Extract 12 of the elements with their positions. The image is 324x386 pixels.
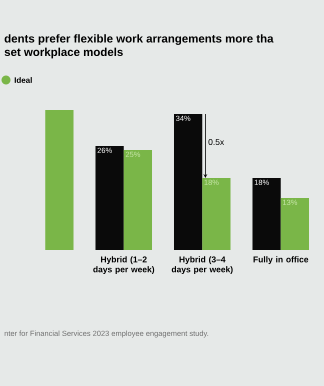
bar — [280, 198, 310, 250]
bar — [124, 150, 152, 250]
bar — [45, 110, 74, 250]
chart-subtitle: set workplace models — [4, 48, 123, 58]
bar — [202, 178, 231, 250]
annotation: 0.5x — [208, 139, 224, 145]
x-tick-label: Hybrid (3–4 days per week) — [172, 256, 233, 274]
x-tick-label: Fully in office — [254, 256, 308, 264]
bar — [95, 146, 124, 250]
bar — [252, 178, 281, 250]
chart-title: dents prefer flexible work arrangements more tha — [4, 34, 274, 45]
x-tick-label: Hybrid (1–2 days per week) — [93, 256, 154, 274]
